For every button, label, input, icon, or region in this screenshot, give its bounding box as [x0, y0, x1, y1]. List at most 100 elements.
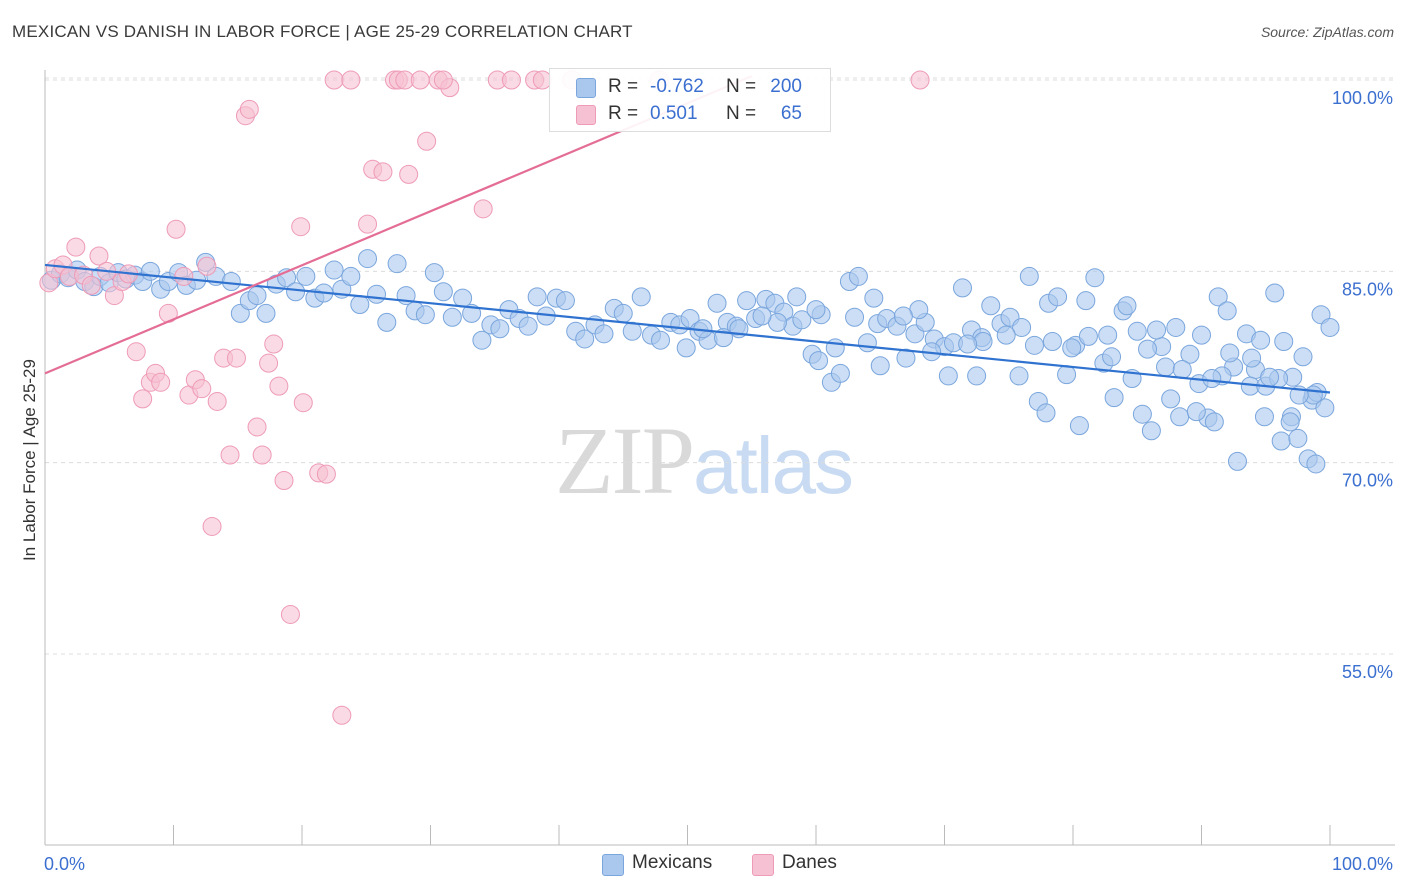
legend-row-mexicans: R = -0.762 N = 200	[550, 74, 830, 100]
mexican-point	[527, 287, 547, 307]
y-tick-label: 70.0%	[1342, 471, 1393, 491]
y-tick-label: 100.0%	[1332, 88, 1393, 108]
grid-lines	[45, 77, 1395, 655]
mexican-point	[830, 363, 850, 383]
dane-point	[89, 246, 109, 266]
mexican-point	[247, 286, 267, 306]
dane-point	[207, 391, 227, 411]
mexican-point	[1132, 404, 1152, 424]
mexicans-trend-line	[44, 263, 1331, 394]
mexican-point	[622, 321, 642, 341]
mexican-point	[864, 288, 884, 308]
mexican-point	[613, 303, 633, 323]
correlation-legend: R = -0.762 N = 200 R = 0.501 N = 65	[549, 68, 831, 132]
mexican-point	[737, 291, 757, 311]
mexican-point	[424, 263, 444, 283]
mexicans-points	[41, 249, 1340, 474]
dane-point	[166, 219, 186, 239]
mexican-point	[350, 294, 370, 314]
chart-title: MEXICAN VS DANISH IN LABOR FORCE | AGE 2…	[12, 22, 633, 41]
mexican-point	[472, 330, 492, 350]
dane-point	[473, 199, 493, 219]
mexican-point	[1069, 416, 1089, 436]
legend-n-label: N =	[726, 76, 757, 97]
dane-point	[910, 70, 930, 90]
mexican-point	[324, 260, 344, 280]
mexican-point	[893, 306, 913, 326]
mexican-point	[1102, 347, 1122, 367]
mexican-point	[286, 282, 306, 302]
dane-point	[174, 266, 194, 286]
mexicans-swatch-icon	[576, 78, 596, 98]
mexican-point	[1280, 412, 1300, 432]
dane-point	[252, 445, 272, 465]
dane-point	[291, 217, 311, 237]
dane-point	[410, 70, 430, 90]
dane-point	[293, 393, 313, 413]
mexicans-legend-label: Mexicans	[632, 852, 713, 873]
mexican-point	[1271, 431, 1291, 451]
dane-point	[66, 237, 86, 257]
mexican-point	[1024, 335, 1044, 355]
mexican-point	[631, 287, 651, 307]
mexican-point	[1147, 320, 1167, 340]
dane-point	[220, 445, 240, 465]
mexican-point	[806, 300, 826, 320]
mexican-point	[1186, 402, 1206, 422]
mexican-point	[1161, 389, 1181, 409]
mexican-point	[1274, 331, 1294, 351]
mexican-point	[490, 319, 510, 339]
mexican-point	[594, 324, 614, 344]
mexican-point	[1242, 348, 1262, 368]
mexican-point	[377, 312, 397, 332]
axes	[44, 70, 1395, 846]
dane-point	[373, 162, 393, 182]
mexican-point	[1117, 296, 1137, 316]
mexican-point	[1076, 291, 1096, 311]
mexican-point	[256, 303, 276, 323]
dane-point	[280, 604, 300, 624]
mexican-point	[651, 330, 671, 350]
legend-n-value-mexicans: 200	[770, 76, 802, 97]
mexican-point	[1170, 407, 1190, 427]
dane-point	[126, 342, 146, 362]
mexican-point	[857, 333, 877, 353]
dane-point	[81, 275, 101, 295]
mexican-point	[1265, 283, 1285, 303]
dane-point	[151, 372, 171, 392]
mexican-point	[1293, 347, 1313, 367]
dane-point	[358, 214, 378, 234]
dane-point	[332, 705, 352, 725]
mexican-point	[707, 293, 727, 313]
mexicans-legend-icon	[602, 854, 624, 876]
mexican-point	[1306, 454, 1326, 474]
mexican-point	[1208, 287, 1228, 307]
mexican-point	[415, 305, 435, 325]
legend-r-value-danes: 0.501	[650, 103, 698, 124]
legend-n-label: N =	[726, 103, 757, 124]
mexican-point	[870, 356, 890, 376]
tick-labels: 55.0% 70.0% 85.0% 100.0% 0.0% 100.0%	[44, 88, 1393, 874]
mexican-point	[845, 307, 865, 327]
legend-n-value-danes: 65	[780, 103, 802, 124]
mexican-point	[140, 261, 160, 281]
mexican-point	[1254, 407, 1274, 427]
mexican-point	[296, 266, 316, 286]
mexican-point	[1127, 321, 1147, 341]
mexican-point	[221, 272, 241, 292]
mexican-point	[1288, 428, 1308, 448]
dane-point	[247, 417, 267, 437]
danes-points	[39, 70, 930, 725]
mexican-point	[1104, 388, 1124, 408]
mexican-point	[848, 266, 868, 286]
dane-point	[226, 348, 246, 368]
mexican-point	[896, 348, 916, 368]
mexican-point	[952, 278, 972, 298]
legend-r-label: R =	[608, 103, 639, 124]
watermark-zip: ZIP	[555, 407, 695, 514]
danes-swatch-icon	[576, 105, 596, 125]
mexican-point	[1220, 343, 1240, 363]
mexican-point	[1048, 287, 1068, 307]
dane-point	[501, 70, 521, 90]
